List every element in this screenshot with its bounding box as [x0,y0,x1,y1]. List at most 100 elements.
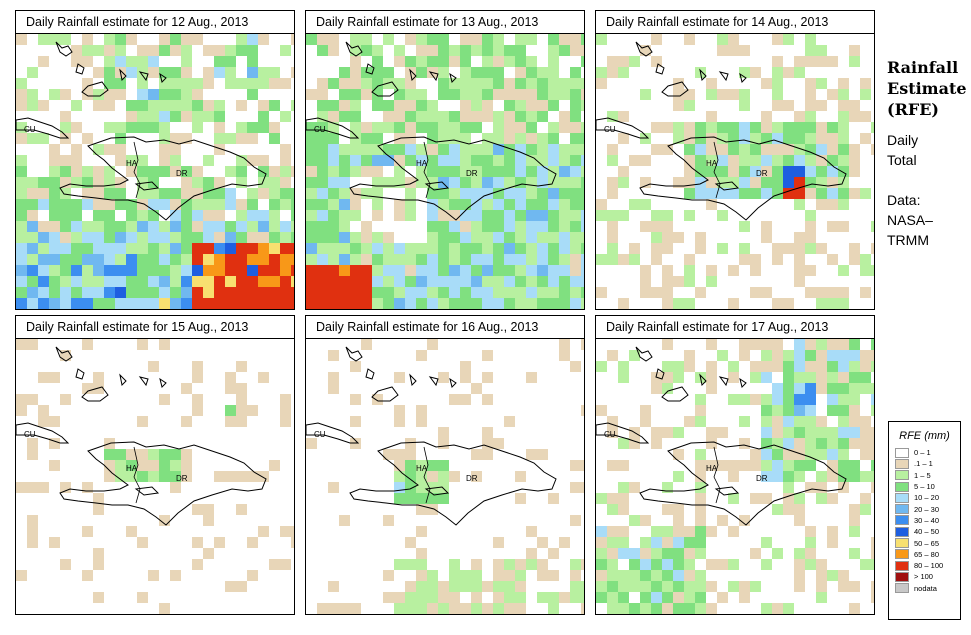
rainfall-cell [651,144,662,155]
rainfall-cell [570,177,581,188]
rainfall-cell [515,111,526,122]
rainfall-cell [405,471,416,482]
rainfall-cell [269,232,280,243]
rainfall-cell [258,287,269,298]
bahamas-island-outline [365,368,375,380]
rainfall-cell [427,122,438,133]
rainfall-cell [16,287,27,298]
rainfall-cell [783,350,794,361]
rainfall-cell [482,372,493,383]
rainfall-cell [192,34,203,45]
rainfall-cell [607,254,618,265]
rainfall-cell [258,34,269,45]
rainfall-cell [449,89,460,100]
rainfall-cell [838,89,849,100]
rainfall-cell [383,265,394,276]
rainfall-cell [618,361,629,372]
rainfall-cell [684,614,695,615]
rainfall-cell [559,243,570,254]
rainfall-cell [805,232,816,243]
rainfall-cell [427,265,438,276]
rainfall-cell [728,471,739,482]
rainfall-cell [247,67,258,78]
rainfall-cell [570,89,581,100]
rainfall-cell [849,254,860,265]
rainfall-cell [750,144,761,155]
rainfall-cell [427,177,438,188]
rainfall-cell [750,122,761,133]
rainfall-cell [581,298,584,309]
rainfall-cell [805,482,816,493]
rainfall-cell [280,188,291,199]
rainfall-cell [38,199,49,210]
rainfall-cell [515,493,526,504]
rainfall-cell [137,188,148,199]
rainfall-cell [394,298,405,309]
rainfall-cell [372,309,383,310]
rainfall-cell [471,232,482,243]
rainfall-cell [471,614,482,615]
rainfall-cell [816,339,827,350]
rainfall-cell [504,416,515,427]
rainfall-cell [361,298,372,309]
rainfall-cell [328,188,339,199]
rainfall-cell [526,526,537,537]
rainfall-cell [49,287,60,298]
rainfall-cell [827,177,838,188]
rainfall-cell [761,416,772,427]
rainfall-cell [739,221,750,232]
rainfall-cell [170,614,181,615]
rainfall-cell [427,287,438,298]
rainfall-cell [214,188,225,199]
rainfall-cell [739,45,750,56]
rainfall-cell [236,416,247,427]
rainfall-cell [449,276,460,287]
rainfall-cell [673,570,684,581]
rainfall-cell [717,177,728,188]
rainfall-cell [27,232,38,243]
rainfall-cell [361,265,372,276]
rainfall-cell [306,34,317,45]
rainfall-cell [805,177,816,188]
bahamas-island-outline [739,72,747,83]
rainfall-cell [581,177,584,188]
rainfall-cell [350,243,361,254]
rainfall-cell [405,177,416,188]
rainfall-cell [849,45,860,56]
cuba-coastline [16,422,70,444]
rainfall-cell [137,210,148,221]
rainfall-cell [794,548,805,559]
rainfall-cell [673,592,684,603]
rainfall-cell [38,34,49,45]
rainfall-cell [405,243,416,254]
rainfall-cell [291,100,294,111]
rainfall-cell [203,100,214,111]
rainfall-cell [772,89,783,100]
country-label-cu: CU [604,125,616,134]
rainfall-cell [60,122,71,133]
rainfall-cell [526,287,537,298]
rainfall-cell [416,548,427,559]
rainfall-cell [750,394,761,405]
rainfall-cell [684,188,695,199]
rainfall-cell [838,427,849,438]
rainfall-cell [783,177,794,188]
rainfall-cell [27,309,38,310]
rainfall-cell [750,449,761,460]
rainfall-cell [515,155,526,166]
bahamas-island-outline [409,68,417,82]
rainfall-cell [570,78,581,89]
rainfall-cell [427,144,438,155]
rainfall-cell [493,276,504,287]
rainfall-cell [170,155,181,166]
rainfall-cell [438,232,449,243]
rainfall-cell [405,614,416,615]
rainfall-cell [394,243,405,254]
rainfall-cell [192,210,203,221]
hispaniola-coastline [349,441,557,526]
rainfall-cell [225,67,236,78]
rainfall-cell [394,482,405,493]
rainfall-cell [236,221,247,232]
rainfall-cell [761,361,772,372]
